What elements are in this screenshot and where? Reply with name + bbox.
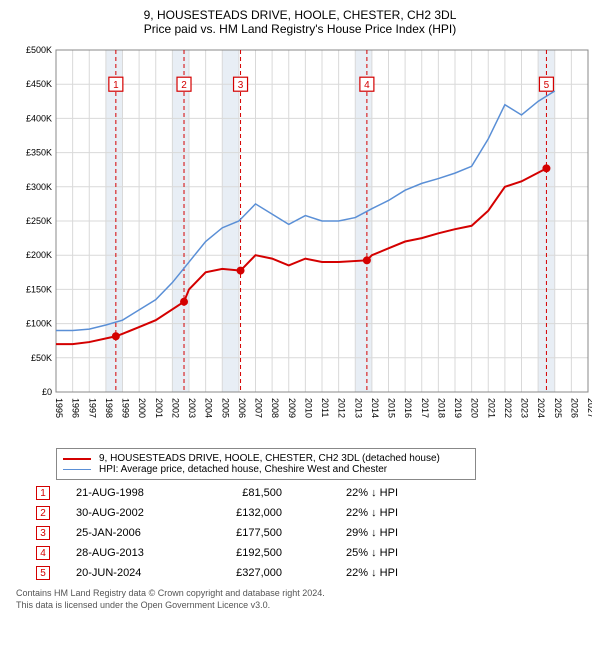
legend-swatch — [63, 469, 91, 471]
transaction-diff: 22% ↓ HPI — [308, 507, 398, 519]
transaction-marker: 5 — [36, 566, 50, 580]
transaction-marker: 4 — [36, 546, 50, 560]
svg-text:2021: 2021 — [486, 398, 496, 418]
svg-text:2001: 2001 — [154, 398, 164, 418]
legend-row: 9, HOUSESTEADS DRIVE, HOOLE, CHESTER, CH… — [63, 453, 469, 464]
svg-text:2023: 2023 — [520, 398, 530, 418]
transaction-diff: 22% ↓ HPI — [308, 567, 398, 579]
svg-text:£250K: £250K — [26, 216, 52, 226]
price-chart: £0 £50K £100K £150K £200K £250K £300K £350K £400… — [8, 42, 592, 442]
svg-text:2008: 2008 — [270, 398, 280, 418]
svg-text:3: 3 — [238, 80, 244, 91]
transaction-date: 21-AUG-1998 — [76, 487, 176, 499]
svg-text:2011: 2011 — [320, 398, 330, 417]
legend-swatch — [63, 458, 91, 460]
footer-line-1: Contains HM Land Registry data © Crown c… — [16, 588, 592, 600]
svg-text:2007: 2007 — [254, 398, 264, 418]
transaction-diff: 29% ↓ HPI — [308, 527, 398, 539]
transaction-price: £81,500 — [202, 487, 282, 499]
svg-text:2010: 2010 — [303, 398, 313, 418]
svg-text:2005: 2005 — [220, 398, 230, 418]
svg-text:1: 1 — [113, 80, 119, 91]
svg-text:£400K: £400K — [26, 113, 52, 123]
transaction-diff: 25% ↓ HPI — [308, 547, 398, 559]
svg-text:£300K: £300K — [26, 182, 52, 192]
svg-text:1996: 1996 — [71, 398, 81, 418]
svg-text:£500K: £500K — [26, 45, 52, 55]
title-line-1: 9, HOUSESTEADS DRIVE, HOOLE, CHESTER, CH… — [8, 8, 592, 22]
transaction-row: 1 21-AUG-1998 £81,500 22% ↓ HPI — [36, 486, 592, 500]
footer-attribution: Contains HM Land Registry data © Crown c… — [8, 588, 592, 611]
transaction-date: 30-AUG-2002 — [76, 507, 176, 519]
transaction-marker: 3 — [36, 526, 50, 540]
title-line-2: Price paid vs. HM Land Registry's House … — [8, 22, 592, 36]
svg-text:£150K: £150K — [26, 284, 52, 294]
chart-container: £0 £50K £100K £150K £200K £250K £300K £350K £400… — [8, 42, 592, 442]
svg-text:2018: 2018 — [436, 398, 446, 418]
svg-text:2002: 2002 — [170, 398, 180, 418]
svg-text:2019: 2019 — [453, 398, 463, 418]
transaction-price: £177,500 — [202, 527, 282, 539]
svg-text:2009: 2009 — [287, 398, 297, 418]
legend-label: 9, HOUSESTEADS DRIVE, HOOLE, CHESTER, CH… — [99, 453, 440, 464]
svg-text:2014: 2014 — [370, 398, 380, 418]
svg-text:2024: 2024 — [536, 398, 546, 418]
transaction-date: 28-AUG-2013 — [76, 547, 176, 559]
svg-text:4: 4 — [364, 80, 370, 91]
svg-text:2017: 2017 — [420, 398, 430, 418]
svg-text:2: 2 — [181, 80, 187, 91]
svg-text:2025: 2025 — [553, 398, 563, 418]
transaction-price: £132,000 — [202, 507, 282, 519]
svg-text:2026: 2026 — [569, 398, 579, 418]
svg-text:2015: 2015 — [387, 398, 397, 418]
footer-line-2: This data is licensed under the Open Gov… — [16, 600, 592, 612]
transaction-marker: 2 — [36, 506, 50, 520]
svg-text:2022: 2022 — [503, 398, 513, 418]
svg-text:2027: 2027 — [586, 398, 592, 418]
transactions-table: 1 21-AUG-1998 £81,500 22% ↓ HPI 2 30-AUG-2002… — [36, 486, 592, 580]
svg-text:£50K: £50K — [31, 353, 52, 363]
svg-text:2006: 2006 — [237, 398, 247, 418]
svg-text:£100K: £100K — [26, 319, 52, 329]
svg-text:£200K: £200K — [26, 250, 52, 260]
svg-text:2013: 2013 — [353, 398, 363, 418]
transaction-row: 2 30-AUG-2002 £132,000 22% ↓ HPI — [36, 506, 592, 520]
transaction-price: £192,500 — [202, 547, 282, 559]
svg-text:1998: 1998 — [104, 398, 114, 418]
svg-text:2000: 2000 — [137, 398, 147, 418]
svg-text:5: 5 — [544, 80, 550, 91]
svg-text:1999: 1999 — [121, 398, 131, 418]
svg-text:£450K: £450K — [26, 79, 52, 89]
svg-text:1997: 1997 — [87, 398, 97, 418]
transaction-row: 5 20-JUN-2024 £327,000 22% ↓ HPI — [36, 566, 592, 580]
legend-label: HPI: Average price, detached house, Ches… — [99, 464, 387, 475]
svg-text:2016: 2016 — [403, 398, 413, 418]
legend-row: HPI: Average price, detached house, Ches… — [63, 464, 469, 475]
svg-text:£350K: £350K — [26, 148, 52, 158]
chart-title-block: 9, HOUSESTEADS DRIVE, HOOLE, CHESTER, CH… — [8, 8, 592, 36]
legend: 9, HOUSESTEADS DRIVE, HOOLE, CHESTER, CH… — [56, 448, 476, 480]
transaction-diff: 22% ↓ HPI — [308, 487, 398, 499]
transaction-price: £327,000 — [202, 567, 282, 579]
svg-text:2020: 2020 — [470, 398, 480, 418]
transaction-marker: 1 — [36, 486, 50, 500]
transaction-row: 4 28-AUG-2013 £192,500 25% ↓ HPI — [36, 546, 592, 560]
svg-text:£0: £0 — [42, 387, 52, 397]
transaction-row: 3 25-JAN-2006 £177,500 29% ↓ HPI — [36, 526, 592, 540]
svg-text:2012: 2012 — [337, 398, 347, 418]
svg-text:2003: 2003 — [187, 398, 197, 418]
svg-text:1995: 1995 — [54, 398, 64, 418]
transaction-date: 25-JAN-2006 — [76, 527, 176, 539]
svg-text:2004: 2004 — [204, 398, 214, 418]
transaction-date: 20-JUN-2024 — [76, 567, 176, 579]
